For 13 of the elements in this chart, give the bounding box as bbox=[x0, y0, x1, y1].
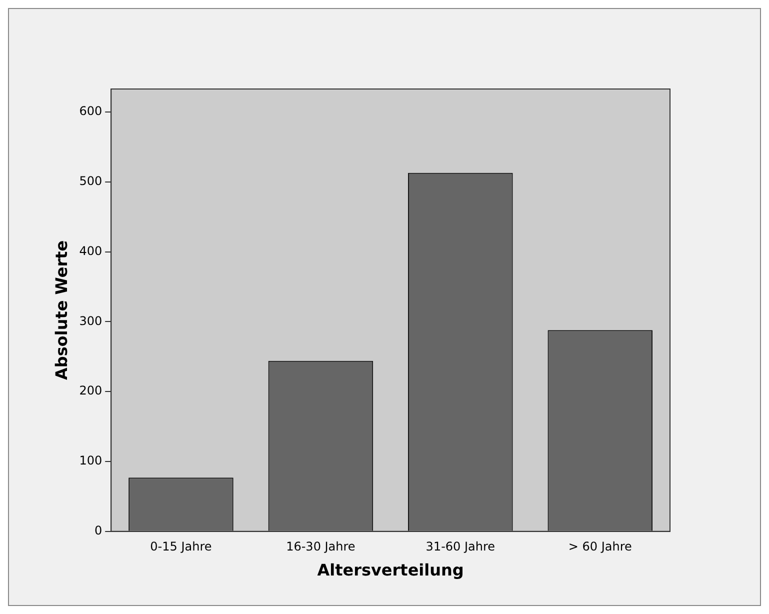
y-tick-label: 400 bbox=[79, 244, 102, 258]
x-tick-label: 16-30 Jahre bbox=[286, 540, 356, 554]
x-tick-label: 0-15 Jahre bbox=[150, 540, 212, 554]
y-tick-label: 500 bbox=[79, 174, 102, 188]
y-tick-label: 200 bbox=[79, 384, 102, 398]
x-tick-label: > 60 Jahre bbox=[568, 540, 632, 554]
y-tick-label: 100 bbox=[79, 454, 102, 468]
x-axis-title: Altersverteilung bbox=[317, 560, 464, 580]
x-tick-label: 31-60 Jahre bbox=[426, 540, 496, 554]
y-axis-title: Absolute Werte bbox=[52, 240, 71, 380]
y-tick-label: 600 bbox=[79, 104, 102, 118]
y-tick-label: 300 bbox=[79, 314, 102, 328]
y-tick-label: 0 bbox=[94, 524, 102, 538]
